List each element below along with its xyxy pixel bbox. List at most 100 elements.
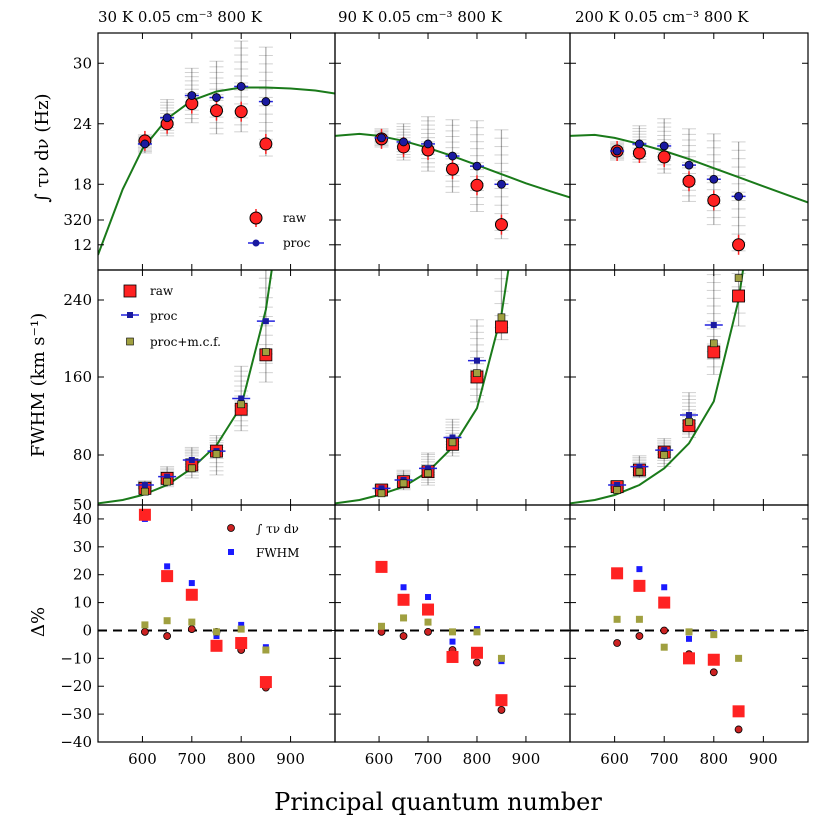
raw-point [495,320,508,334]
mcf-pct-point [163,617,171,625]
raw-pct-point [375,560,388,573]
plot-area [570,566,808,734]
int-pct-point [399,632,408,640]
proc-point [659,141,669,151]
fwhm-pct-point [188,580,195,587]
plot-area [570,118,808,255]
panel-row2-col3 [569,219,809,506]
proc-point [425,465,432,472]
panel-row3-col1: −40 −30 −20 −10 0 10 20 30 40 600 700 800 900 [60,504,336,768]
panel-row1-col1: 12 18 24 30 [73,32,336,271]
raw-pct-point [259,676,272,689]
model-curve [570,270,745,505]
panel-frame [97,504,336,743]
proc-point [497,179,506,189]
raw-pct-point [707,653,720,666]
raw-point [707,193,721,207]
proc-point [636,463,643,470]
mcf-pct-point [400,614,408,622]
raw-pct-point [161,570,174,583]
raw-pct-point [235,637,248,650]
fwhm-pct-point [686,635,692,642]
proc-point [164,473,171,480]
y-tick-label: 10 [73,594,92,612]
mcf-point [497,313,506,322]
mcf-pct-point [424,618,432,626]
raw-point [234,105,248,119]
int-pct-point [473,658,481,667]
mcf-point [188,464,196,473]
proc-point [378,485,385,492]
y-tick-label: 30 [73,54,92,72]
y-tick-label: 18 [73,175,92,193]
raw-point [707,345,721,359]
proc-point [399,137,408,147]
y-tick-label: 40 [73,510,92,528]
raw-point [210,104,223,118]
mcf-point [237,400,245,409]
int-pct-point [709,668,718,677]
plot-area [98,508,335,692]
proc-point [661,447,668,454]
y-tick-label: 20 [73,566,92,584]
legend-proc-label: proc [150,309,178,323]
model-curve [335,270,510,505]
mcf-pct-point [141,621,149,629]
x-tick-label: 700 [650,750,679,768]
int-pct-point [734,725,743,734]
mcf-point [424,469,432,478]
column-title-3: 200 K 0.05 cm⁻³ 800 K [575,8,749,26]
int-pct-point [424,627,432,636]
fwhm-pct-point [449,638,456,645]
mcf-point [448,438,457,447]
y-tick-label: −20 [60,677,92,695]
x-tick-label: 800 [227,750,256,768]
model-curve [98,86,335,256]
mcf-pct-point [213,628,220,636]
raw-pct-point [422,603,435,616]
x-tick-label: 600 [365,750,394,768]
proc-point [162,113,172,123]
proc-point [734,191,743,201]
panel-frame [334,504,571,743]
mcf-pct-point [262,646,270,654]
plot-area [335,116,570,240]
legend-int-label: ∫ τν dν [256,522,299,536]
mcf-pct-point [237,625,245,633]
raw-point [446,162,459,176]
titles-layer: 30 K 0.05 cm⁻³ 800 K 90 K 0.05 cm⁻³ 800 … [28,8,749,816]
raw-pct-point [633,579,646,592]
column-title-1: 30 K 0.05 cm⁻³ 800 K [98,8,263,26]
model-curve [98,270,273,505]
y-tick-label: −10 [60,649,92,667]
y-tick-label: 30 [73,538,92,556]
mcf-point [685,418,693,426]
fwhm-pct-point [400,584,407,591]
fwhm-pct-point [213,633,220,640]
raw-pct-point [611,567,624,580]
mcf-pct-point [449,628,456,636]
plot-area [335,257,510,505]
proc-point [684,160,694,170]
x-tick-label: 900 [749,750,778,768]
raw-point [682,174,696,188]
legend-proc-marker [127,312,133,318]
mcf-pct-point [685,628,693,636]
proc-point [498,257,504,263]
legend-mcf-marker [126,337,134,346]
legend-proc-label: proc [283,236,311,250]
raw-pct-point [138,508,151,521]
proc-point [141,482,148,488]
mcf-point [709,339,718,348]
fwhm-pct-point [425,594,432,601]
raw-point [732,238,746,252]
proc-point [140,139,150,149]
x-tick-label: 800 [699,750,728,768]
legend-int-marker [227,524,235,532]
x-tick-label: 600 [128,750,157,768]
mcf-pct-point [735,654,743,662]
x-tick-label: 800 [463,750,492,768]
mcf-pct-point [188,618,196,626]
int-pct-point [497,706,506,714]
